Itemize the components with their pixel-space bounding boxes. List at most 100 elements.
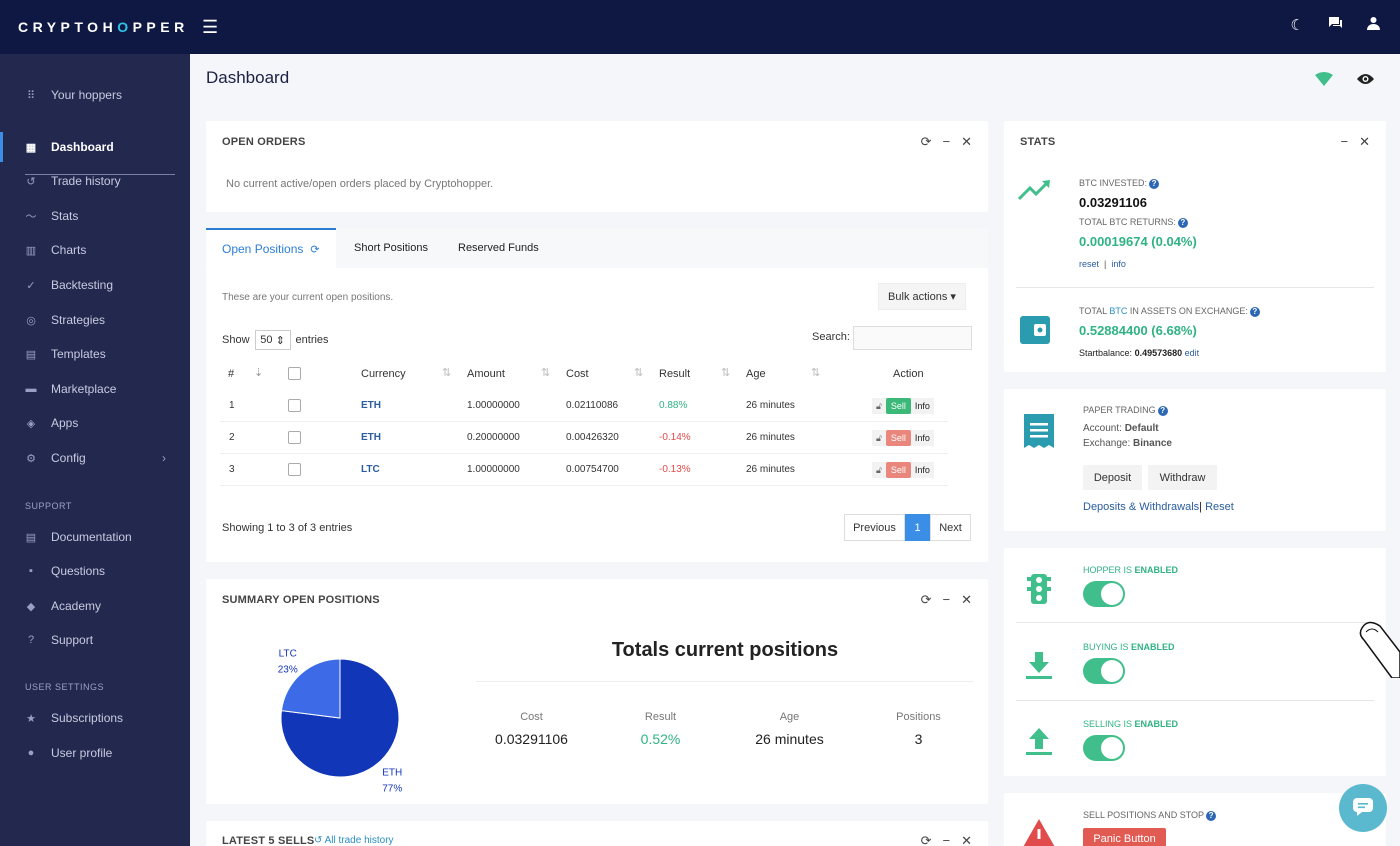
sort-icon[interactable]: ⇅ [634,367,644,379]
minimize-icon[interactable]: − [942,134,951,149]
menu-toggle-icon[interactable]: ☰ [202,16,219,37]
close-icon[interactable]: ✕ [961,134,972,149]
row-currency[interactable]: LTC [361,464,380,475]
tab-short-positions[interactable]: Short Positions [354,242,428,254]
row-checkbox[interactable] [288,463,301,476]
minimize-icon[interactable]: − [1340,134,1349,149]
buying-enabled-toggle[interactable] [1083,658,1125,684]
sort-icon[interactable]: ⇣ [254,367,264,379]
sidebar-item-your-hoppers[interactable]: ⠿ Your hoppers [0,80,190,110]
help-icon[interactable]: ? [1157,405,1168,416]
edit-link[interactable]: edit [1184,348,1200,358]
info-link[interactable]: info [1111,259,1126,269]
panic-button[interactable]: Panic Button [1083,828,1166,846]
info-button[interactable]: Info [910,430,934,446]
deposits-withdrawals-link[interactable]: Deposits & Withdrawals [1083,501,1200,513]
sidebar-item-trade-history[interactable]: ↺ Trade history [0,166,190,196]
sell-button[interactable]: Sell [885,430,911,446]
sidebar-item-marketplace[interactable]: ▬ Marketplace [0,374,190,404]
sell-button[interactable]: Sell [885,398,911,414]
hopper-enabled-toggle[interactable] [1083,581,1125,607]
sidebar-item-charts[interactable]: ▥ Charts [0,235,190,265]
sidebar-item-academy[interactable]: ◆ Academy [0,591,190,621]
minimize-icon[interactable]: − [942,592,951,607]
sort-icon[interactable]: ⇅ [721,367,731,379]
next-page-button[interactable]: Next [930,514,971,541]
close-icon[interactable]: ✕ [1359,134,1370,149]
info-button[interactable]: Info [910,398,934,414]
hopper-toggles-card: HOPPER IS ENABLED BUYING IS ENABLED SELL… [1004,548,1386,776]
reset-paper-link[interactable]: Reset [1205,501,1234,513]
row-currency[interactable]: ETH [361,400,381,411]
page-1-button[interactable]: 1 [905,514,930,541]
sidebar-item-questions[interactable]: ▪ Questions [0,556,190,586]
toggle-divider [1016,700,1374,701]
pie-slice-ltc[interactable] [280,658,341,719]
connection-status-icon[interactable] [1315,72,1333,89]
help-icon[interactable]: ? [1206,810,1217,821]
info-button[interactable]: Info [910,462,934,478]
row-checkbox[interactable] [288,399,301,412]
col-currency[interactable]: Currency [361,368,406,380]
brand-logo[interactable]: CRYPTOHOPPER [18,19,189,35]
select-all-checkbox[interactable] [288,367,301,380]
deposit-button[interactable]: Deposit [1083,465,1142,490]
row-checkbox[interactable] [288,431,301,444]
refresh-icon[interactable]: ⟳ [310,243,320,256]
sidebar-item-apps[interactable]: ◈ Apps [0,408,190,438]
col-amount[interactable]: Amount [467,368,505,380]
col-result[interactable]: Result [659,368,691,380]
sidebar-item-support[interactable]: ? Support [0,625,190,655]
sidebar-item-label: Charts [51,243,87,257]
refresh-icon[interactable]: ⟳ [920,592,932,607]
sidebar-item-backtesting[interactable]: ✓ Backtesting [0,270,190,300]
user-icon[interactable] [1367,16,1380,34]
all-trade-history-link[interactable]: ↺ All trade history [314,835,394,846]
sell-button[interactable]: Sell [885,462,911,478]
lock-icon[interactable]: 🔓︎ [876,464,882,475]
help-icon[interactable]: ? [1149,178,1160,189]
reset-link[interactable]: reset [1079,259,1100,269]
selling-enabled-toggle[interactable] [1083,735,1125,761]
sidebar-item-subscriptions[interactable]: ★ Subscriptions [0,703,190,733]
sidebar-item-dashboard[interactable]: ▦ Dashboard [0,132,190,162]
sidebar-item-user-profile[interactable]: ● User profile [0,738,190,768]
startbalance-value: 0.49573680 [1134,348,1183,358]
close-icon[interactable]: ✕ [961,833,972,846]
dark-mode-icon[interactable]: ☾ [1290,17,1304,34]
sort-icon[interactable]: ⇅ [541,367,551,379]
previous-page-button[interactable]: Previous [844,514,905,541]
entries-label: entries [295,334,329,346]
refresh-icon[interactable]: ⟳ [920,833,932,846]
sidebar-item-config[interactable]: ⚙ Config › [0,443,190,473]
lock-icon[interactable]: 🔓︎ [876,432,882,443]
tab-open-positions[interactable]: Open Positions ⟳ [206,228,336,268]
entries-select[interactable]: 50 ⇕ [254,330,291,350]
sidebar-item-templates[interactable]: ▤ Templates [0,339,190,369]
help-icon[interactable]: ? [1177,217,1188,228]
sort-icon[interactable]: ⇅ [811,367,821,379]
close-icon[interactable]: ✕ [961,592,972,607]
chat-widget-button[interactable] [1339,784,1387,832]
search-input[interactable] [853,326,972,350]
sidebar-item-strategies[interactable]: ◎ Strategies [0,305,190,335]
col-cost[interactable]: Cost [566,368,589,380]
bulk-actions-button[interactable]: Bulk actions ▾ [878,283,966,310]
lock-icon[interactable]: 🔓︎ [876,400,882,411]
sidebar-item-stats[interactable]: 〜 Stats [0,201,190,231]
sidebar-item-label: Marketplace [51,382,117,396]
minimize-icon[interactable]: − [942,833,951,846]
sidebar-item-label: Dashboard [51,140,114,154]
pie-slice-eth[interactable] [280,658,400,778]
sidebar-item-documentation[interactable]: ▤ Documentation [0,522,190,552]
chat-icon[interactable] [1328,16,1343,34]
eye-icon[interactable] [1357,73,1374,88]
refresh-icon[interactable]: ⟳ [920,134,932,149]
tab-reserved-funds[interactable]: Reserved Funds [458,242,539,254]
withdraw-button[interactable]: Withdraw [1148,465,1217,490]
documentation-icon: ▤ [25,531,37,544]
help-icon[interactable]: ? [1249,306,1260,317]
col-age[interactable]: Age [746,368,766,380]
row-currency[interactable]: ETH [361,432,381,443]
sort-icon[interactable]: ⇅ [442,367,452,379]
